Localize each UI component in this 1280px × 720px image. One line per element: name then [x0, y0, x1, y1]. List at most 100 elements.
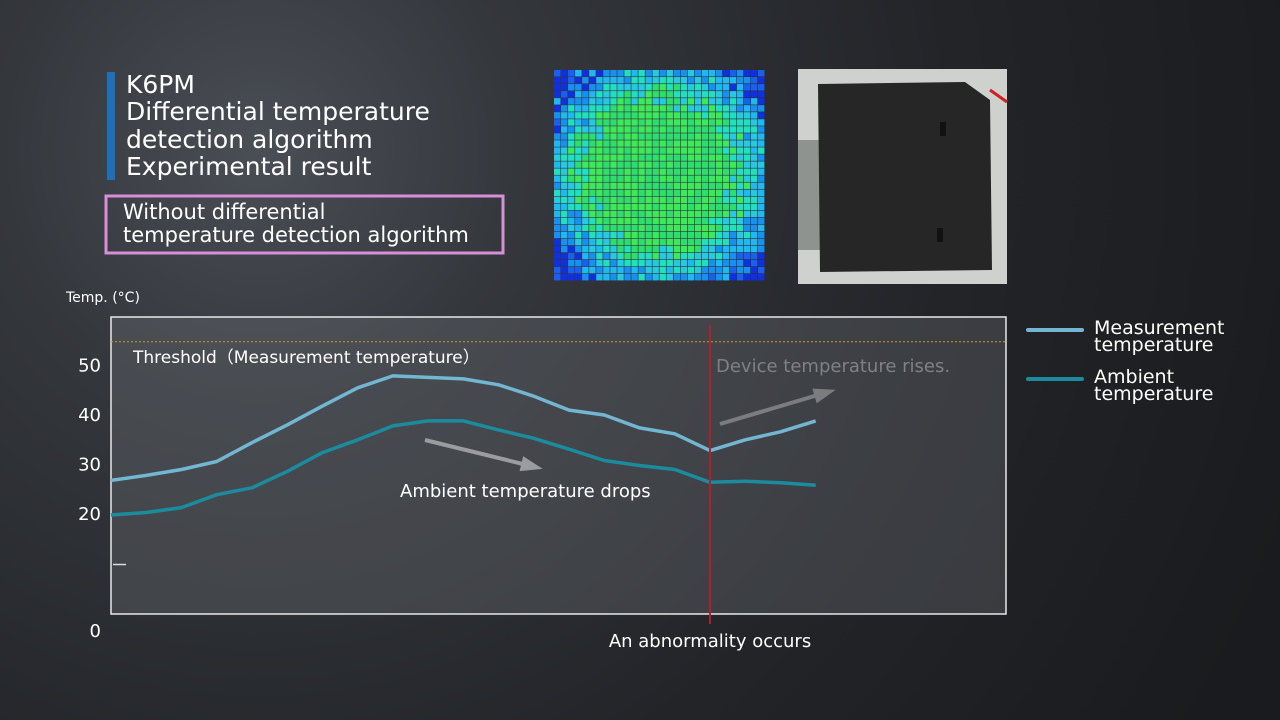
heat-cell [715, 217, 723, 225]
heat-cell [554, 126, 561, 133]
plot: 0 20 30 40 50 Threshold（Measurement temperatu… [78, 325, 1006, 652]
heat-cell [680, 266, 688, 274]
heat-cell [610, 119, 617, 126]
y-tick-label: 50 [78, 356, 101, 377]
heat-cell [715, 77, 723, 84]
heat-cell [631, 70, 638, 77]
heat-cell [680, 84, 688, 91]
heat-cell [561, 224, 568, 232]
heat-cell [680, 112, 688, 119]
heat-cell [687, 175, 695, 182]
heat-cell [631, 189, 638, 196]
heat-cell [757, 196, 765, 204]
heat-cell [582, 126, 589, 133]
heat-cell [701, 168, 709, 175]
heat-cell [659, 245, 666, 253]
heat-cell [659, 154, 666, 161]
heat-cell [722, 119, 730, 126]
heat-cell [694, 259, 702, 267]
heat-cell [750, 252, 758, 260]
heat-cell [561, 245, 568, 253]
heat-cell [554, 203, 561, 211]
heat-cell [687, 210, 695, 218]
heat-cell [680, 224, 688, 232]
heat-cell [694, 196, 702, 204]
heat-cell [757, 252, 765, 260]
heat-cell [645, 189, 652, 196]
heat-cell [561, 238, 568, 246]
heat-cell [743, 273, 751, 281]
heat-cell [652, 259, 659, 267]
heat-cell [596, 77, 603, 84]
heat-cell [673, 217, 680, 225]
heat-cell [575, 252, 582, 260]
heat-cell [645, 70, 652, 77]
heat-cell [659, 266, 666, 274]
heat-cell [554, 84, 561, 91]
heat-cell [687, 133, 695, 140]
heat-cell [666, 252, 673, 260]
heat-cell [561, 140, 568, 147]
heat-cell [659, 210, 666, 218]
heat-cell [673, 126, 680, 133]
heat-cell [561, 70, 568, 77]
heat-cell [617, 161, 624, 168]
heat-cell [687, 273, 695, 281]
heat-cell [554, 189, 561, 196]
heat-cell [638, 203, 645, 211]
heat-cell [617, 70, 624, 77]
heat-cell [736, 161, 744, 168]
heat-cell [673, 273, 680, 281]
heat-cell [659, 175, 666, 182]
heat-cell [631, 105, 638, 112]
heat-cell [687, 252, 695, 260]
heat-cell [666, 273, 673, 281]
heat-cell [617, 259, 624, 267]
heat-cell [708, 84, 716, 91]
heat-cell [736, 217, 744, 225]
heat-cell [568, 140, 575, 147]
heat-cell [659, 231, 666, 239]
heat-cell [757, 105, 765, 112]
heat-cell [596, 259, 603, 267]
heat-cell [589, 210, 596, 218]
heat-cell [568, 245, 575, 253]
heat-cell [582, 259, 589, 267]
heat-cell [596, 119, 603, 126]
heat-cell [659, 98, 666, 105]
heat-cell [722, 252, 730, 260]
heat-cell [554, 182, 561, 189]
heat-cell [715, 203, 723, 211]
heat-cell [673, 238, 680, 246]
heat-cell [561, 217, 568, 225]
heat-cell [743, 217, 751, 225]
heat-cell [701, 224, 709, 232]
heat-cell [589, 182, 596, 189]
heat-cell [596, 196, 603, 204]
heat-cell [624, 210, 631, 218]
heat-cell [722, 91, 730, 98]
heat-cell [589, 259, 596, 267]
heat-cell [610, 112, 617, 119]
heat-cell [589, 70, 596, 77]
heat-cell [694, 203, 702, 211]
heat-cell [736, 168, 744, 175]
heat-cell [659, 252, 666, 260]
heat-cell [617, 238, 624, 246]
heat-cell [631, 266, 638, 274]
heat-cell [582, 203, 589, 211]
heat-cell [617, 84, 624, 91]
heat-cell [659, 259, 666, 267]
heat-cell [631, 119, 638, 126]
heat-cell [617, 175, 624, 182]
heat-cell [673, 140, 680, 147]
heat-cell [666, 91, 673, 98]
heat-cell [687, 140, 695, 147]
heat-cell [554, 259, 561, 267]
heat-cell [645, 168, 652, 175]
heat-cell [666, 168, 673, 175]
heat-cell [729, 84, 737, 91]
heat-cell [701, 154, 709, 161]
heat-cell [673, 161, 680, 168]
heat-cell [750, 84, 758, 91]
